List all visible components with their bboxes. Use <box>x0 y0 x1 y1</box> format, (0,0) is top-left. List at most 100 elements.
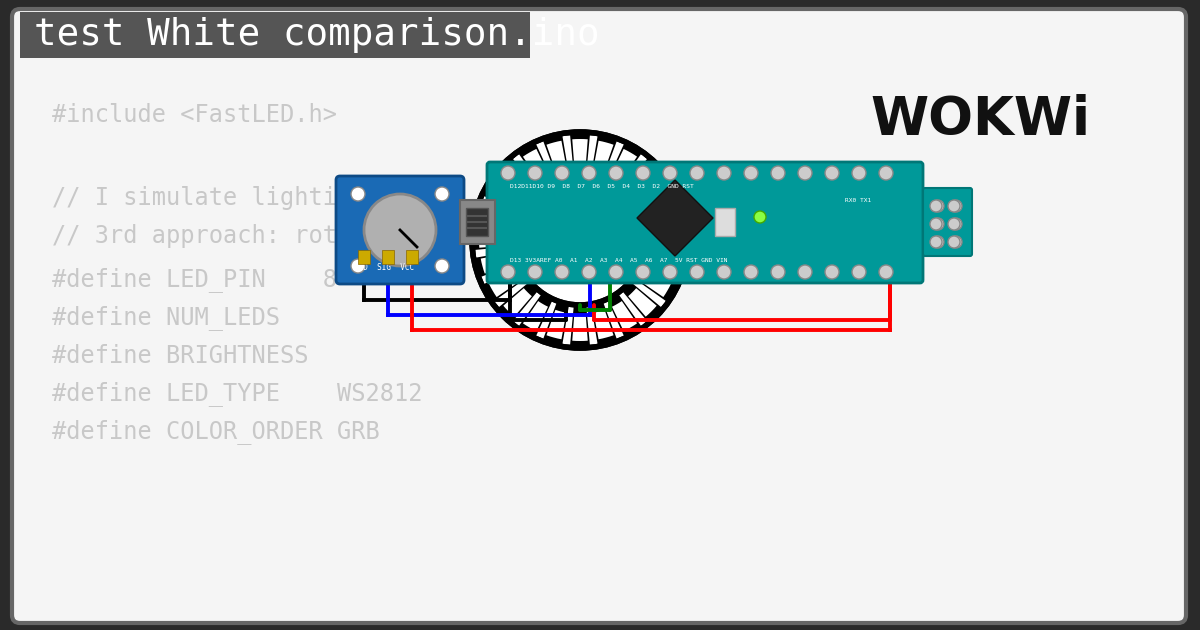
Circle shape <box>364 194 436 266</box>
Wedge shape <box>503 163 532 192</box>
Wedge shape <box>523 149 548 179</box>
Wedge shape <box>474 230 514 250</box>
Wedge shape <box>498 158 538 197</box>
FancyBboxPatch shape <box>336 176 464 284</box>
Text: // I simulate lighting efects   parking sensor lamp: // I simulate lighting efects parking se… <box>52 186 779 210</box>
Circle shape <box>772 166 785 180</box>
Circle shape <box>472 132 688 348</box>
Wedge shape <box>546 310 566 340</box>
Circle shape <box>930 200 942 212</box>
Wedge shape <box>570 307 590 346</box>
Wedge shape <box>479 232 506 248</box>
Circle shape <box>930 236 942 248</box>
Circle shape <box>502 166 515 180</box>
Text: RX0 TX1: RX0 TX1 <box>845 197 871 202</box>
Text: #define COLOR_ORDER GRB: #define COLOR_ORDER GRB <box>52 420 379 445</box>
Circle shape <box>528 166 542 180</box>
Wedge shape <box>643 203 684 229</box>
Wedge shape <box>570 134 590 173</box>
Circle shape <box>932 236 944 248</box>
Wedge shape <box>649 254 679 273</box>
Circle shape <box>528 265 542 279</box>
Wedge shape <box>498 283 538 322</box>
Wedge shape <box>475 203 517 229</box>
Bar <box>715 208 734 236</box>
Wedge shape <box>647 230 686 250</box>
Wedge shape <box>546 140 566 170</box>
Circle shape <box>852 166 866 180</box>
Circle shape <box>718 166 731 180</box>
Wedge shape <box>649 207 679 226</box>
Wedge shape <box>518 295 552 336</box>
Wedge shape <box>641 272 671 297</box>
Circle shape <box>636 265 650 279</box>
Text: #define LED_TYPE    WS2812: #define LED_TYPE WS2812 <box>52 382 422 406</box>
Circle shape <box>826 166 839 180</box>
Circle shape <box>662 166 677 180</box>
Wedge shape <box>503 288 532 317</box>
Text: WOKWi: WOKWi <box>870 94 1090 146</box>
Circle shape <box>690 265 704 279</box>
Wedge shape <box>623 283 661 322</box>
Bar <box>382 250 394 264</box>
Circle shape <box>662 265 677 279</box>
Circle shape <box>950 218 962 230</box>
FancyBboxPatch shape <box>12 9 1186 623</box>
Circle shape <box>554 166 569 180</box>
Wedge shape <box>484 178 526 212</box>
FancyBboxPatch shape <box>487 162 923 283</box>
Wedge shape <box>635 178 677 212</box>
Circle shape <box>950 236 962 248</box>
Wedge shape <box>481 254 510 273</box>
Circle shape <box>948 236 960 248</box>
Circle shape <box>852 265 866 279</box>
Circle shape <box>932 218 944 230</box>
Circle shape <box>690 166 704 180</box>
Circle shape <box>502 265 515 279</box>
Wedge shape <box>488 183 518 208</box>
Wedge shape <box>488 272 518 297</box>
Bar <box>466 208 488 236</box>
Circle shape <box>798 166 812 180</box>
Wedge shape <box>608 144 642 185</box>
Wedge shape <box>475 251 517 277</box>
Circle shape <box>718 265 731 279</box>
Circle shape <box>798 265 812 279</box>
Wedge shape <box>654 232 682 248</box>
Wedge shape <box>518 144 552 185</box>
Circle shape <box>352 259 365 273</box>
Text: #define LED_PIN    8: #define LED_PIN 8 <box>52 268 337 292</box>
Bar <box>406 250 418 264</box>
Wedge shape <box>628 288 656 317</box>
Circle shape <box>610 265 623 279</box>
Wedge shape <box>484 268 526 301</box>
Circle shape <box>930 218 942 230</box>
Circle shape <box>436 259 449 273</box>
Wedge shape <box>594 310 613 340</box>
Circle shape <box>636 166 650 180</box>
Wedge shape <box>612 149 637 179</box>
Circle shape <box>948 200 960 212</box>
Wedge shape <box>592 135 617 177</box>
Polygon shape <box>637 180 713 256</box>
Bar <box>358 250 370 264</box>
Wedge shape <box>544 303 569 345</box>
Text: #define NUM_LEDS: #define NUM_LEDS <box>52 306 280 331</box>
Circle shape <box>744 265 758 279</box>
Text: #define BRIGHTNESS: #define BRIGHTNESS <box>52 344 308 368</box>
Circle shape <box>554 265 569 279</box>
Wedge shape <box>523 301 548 331</box>
Wedge shape <box>594 140 613 170</box>
Circle shape <box>582 166 596 180</box>
Circle shape <box>772 265 785 279</box>
Circle shape <box>582 265 596 279</box>
Wedge shape <box>572 314 588 341</box>
Wedge shape <box>592 303 617 345</box>
Circle shape <box>878 265 893 279</box>
Circle shape <box>515 175 646 305</box>
FancyBboxPatch shape <box>923 188 972 256</box>
Circle shape <box>436 187 449 201</box>
Wedge shape <box>641 183 671 208</box>
Circle shape <box>352 187 365 201</box>
Bar <box>460 200 496 244</box>
